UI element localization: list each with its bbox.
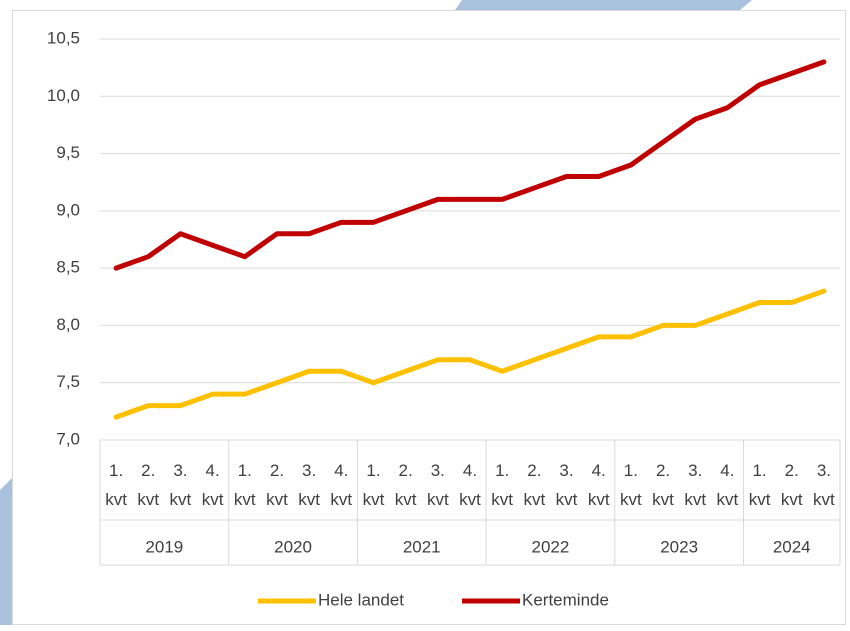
x-group-label: 2024 [773,537,811,556]
y-tick-label: 8,0 [56,315,80,334]
x-tick-label: 1. kvt [362,461,385,509]
x-tick-label: 1. kvt [105,461,127,509]
y-tick-label: 9,5 [56,143,80,162]
x-tick-label: 1. kvt [748,461,771,509]
x-tick-label: 2. kvt [652,461,674,509]
y-tick-label: 10,5 [47,28,80,47]
x-group-label: 2023 [660,537,698,556]
x-tick-label: 1. kvt [491,461,514,509]
x-tick-label: 2. kvt [137,461,160,509]
series-line [113,288,827,420]
x-tick-label: 4. kvt [330,461,353,509]
x-group-label: 2022 [532,537,570,556]
x-tick-label: 4. kvt [587,461,610,509]
x-tick-label: 1. kvt [619,461,642,509]
x-tick-label: 3. kvt [555,461,578,509]
y-tick-label: 7,5 [56,372,80,391]
decoration [0,476,14,625]
y-tick-label: 9,0 [56,200,80,219]
x-tick-label: 4. kvt [716,461,739,509]
x-tick-label: 1. kvt [233,461,256,509]
y-tick-label: 10,0 [47,86,80,105]
x-tick-label: 3. kvt [813,461,835,509]
x-group-label: 2019 [145,537,183,556]
x-tick-label: 3. kvt [169,461,192,509]
legend-label: Kerteminde [522,590,609,609]
x-tick-label: 2. kvt [780,461,803,509]
x-tick-label: 2. kvt [523,461,546,509]
x-tick-label: 3. kvt [298,461,320,509]
y-tick-label: 7,0 [56,429,80,448]
x-tick-label: 2. kvt [266,461,288,509]
y-tick-label: 8,5 [56,258,80,277]
legend-label: Hele landet [318,590,404,609]
x-tick-label: 3. kvt [684,461,707,509]
x-group-label: 2020 [274,537,312,556]
x-tick-label: 4. kvt [201,461,224,509]
x-group-label: 2021 [403,537,441,556]
series-line [113,59,827,271]
x-tick-label: 4. kvt [459,461,481,509]
x-tick-label: 3. kvt [426,461,449,509]
x-tick-label: 2. kvt [394,461,417,509]
decoration [455,0,752,10]
